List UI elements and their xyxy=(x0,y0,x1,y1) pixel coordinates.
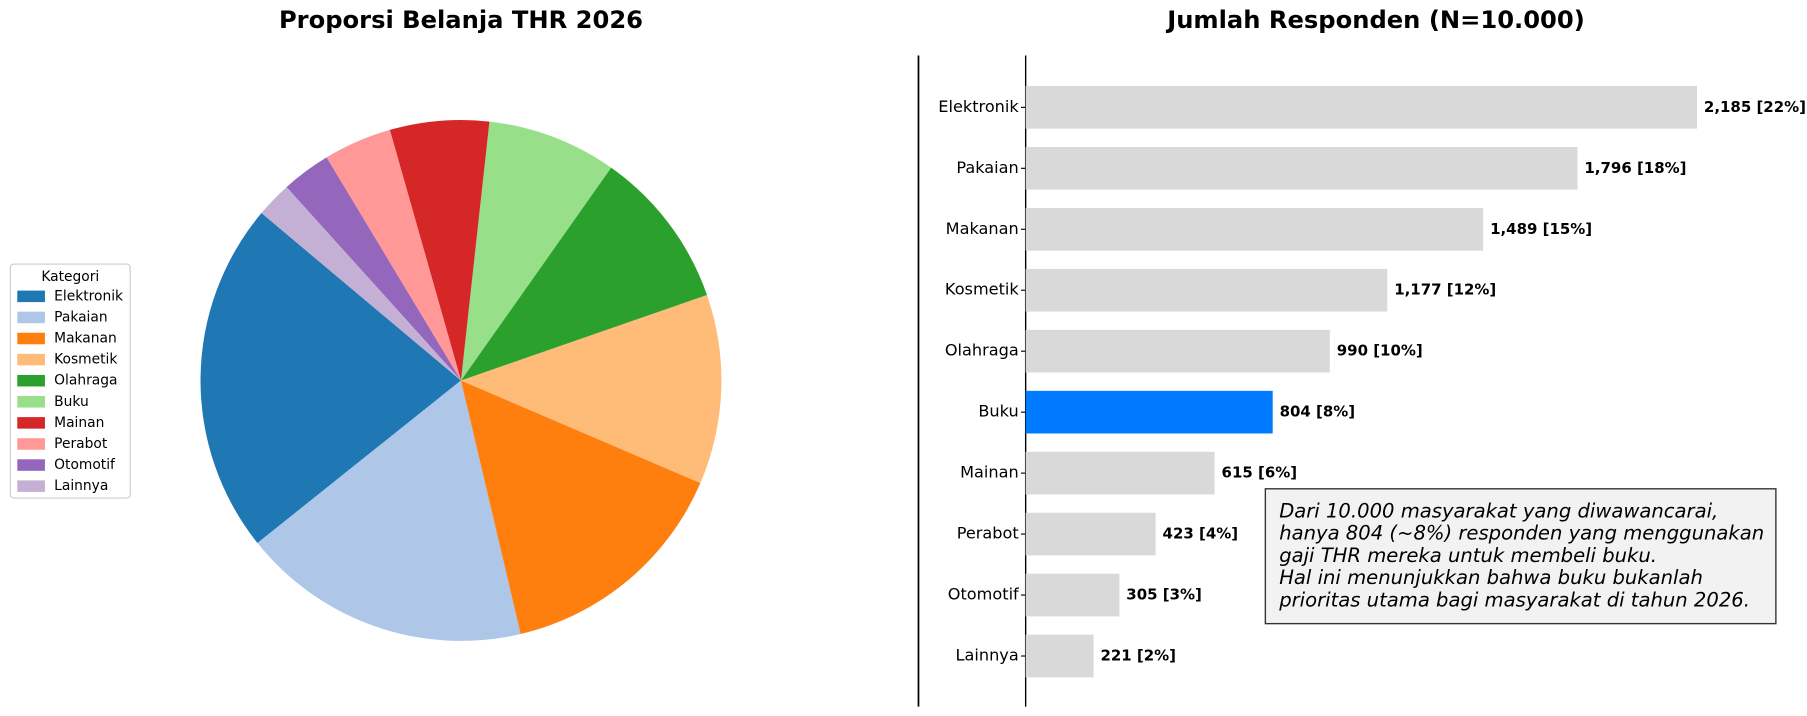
value-label: 305 [3%] xyxy=(1126,586,1202,604)
pie-wedge xyxy=(257,380,521,641)
legend-swatch xyxy=(17,311,45,324)
legend-label: Otomotif xyxy=(54,457,116,473)
pie-wedge xyxy=(460,380,701,634)
annotation-line: Hal ini menunjukkan bahwa buku bukanlah xyxy=(1279,566,1703,589)
legend-swatch xyxy=(17,396,45,408)
y-tick-label: Olahraga xyxy=(945,341,1019,360)
value-label: 1,796 [18%] xyxy=(1584,159,1686,177)
y-tick-label: Elektronik xyxy=(938,97,1019,116)
value-label: 615 [6%] xyxy=(1222,464,1298,482)
value-label: 1,177 [12%] xyxy=(1394,281,1496,299)
value-label: 221 [2%] xyxy=(1100,647,1176,665)
y-tick-label: Lainnya xyxy=(956,646,1019,665)
value-label: 804 [8%] xyxy=(1280,403,1356,421)
y-tick-label: Perabot xyxy=(957,524,1019,543)
bar xyxy=(1025,146,1578,190)
value-label: 1,489 [15%] xyxy=(1490,220,1592,238)
annotation-box xyxy=(1264,488,1777,625)
bar xyxy=(1025,207,1484,251)
pie-wedge xyxy=(286,157,461,381)
pie-wedge xyxy=(460,167,707,381)
legend-label: Olahraga xyxy=(54,373,117,389)
pie-wedge xyxy=(200,213,461,544)
pie-wedge xyxy=(389,120,490,381)
legend-swatch xyxy=(17,374,45,387)
pie-wedge xyxy=(460,294,722,483)
annotation-line: gaji THR mereka untuk membeli buku. xyxy=(1279,544,1657,567)
legend-swatch xyxy=(17,353,45,366)
pie-title: Proporsi Belanja THR 2026 xyxy=(279,6,643,34)
legend-swatch xyxy=(17,290,45,303)
legend-label: Perabot xyxy=(54,436,108,452)
value-label: 990 [10%] xyxy=(1337,342,1423,360)
annotation-line: Dari 10.000 masyarakat yang diwawancarai… xyxy=(1279,499,1718,522)
legend-label: Lainnya xyxy=(54,478,108,494)
annotation-line: hanya 804 (~8%) responden yang menggunak… xyxy=(1279,522,1764,545)
bar xyxy=(1025,268,1388,312)
legend-label: Buku xyxy=(54,394,89,410)
y-tick-label: Pakaian xyxy=(956,158,1018,177)
legend-label: Kosmetik xyxy=(54,352,117,368)
bar xyxy=(1025,451,1215,495)
value-label: 2,185 [22%] xyxy=(1704,98,1806,116)
value-label: 423 [4%] xyxy=(1163,525,1239,543)
legend-title: Kategori xyxy=(41,269,99,285)
bar xyxy=(1025,512,1156,556)
legend-label: Elektronik xyxy=(54,288,123,304)
pie-wedge xyxy=(261,187,461,381)
y-tick-label: Otomotif xyxy=(948,585,1019,604)
y-tick-label: Makanan xyxy=(946,219,1019,238)
legend-label: Mainan xyxy=(54,415,104,431)
bar xyxy=(1025,390,1273,434)
y-tick-label: Kosmetik xyxy=(945,280,1019,299)
y-tick-label: Mainan xyxy=(960,463,1019,482)
legend-swatch xyxy=(17,438,45,450)
legend-swatch xyxy=(17,480,45,492)
y-tick-label: Buku xyxy=(978,402,1018,421)
legend-swatch xyxy=(17,417,45,429)
legend-label: Pakaian xyxy=(54,309,107,325)
pie-wedge xyxy=(326,129,461,381)
bar xyxy=(1025,573,1120,617)
legend-swatch xyxy=(17,332,45,345)
bar-title: Jumlah Responden (N=10.000) xyxy=(1165,6,1585,34)
bar xyxy=(1025,329,1330,373)
bar xyxy=(1025,86,1698,129)
annotation-line: prioritas utama bagi masyarakat di tahun… xyxy=(1278,588,1750,611)
legend-swatch xyxy=(17,459,45,471)
bar xyxy=(1025,634,1094,678)
legend-label: Makanan xyxy=(54,331,117,347)
pie-wedge xyxy=(460,121,612,381)
